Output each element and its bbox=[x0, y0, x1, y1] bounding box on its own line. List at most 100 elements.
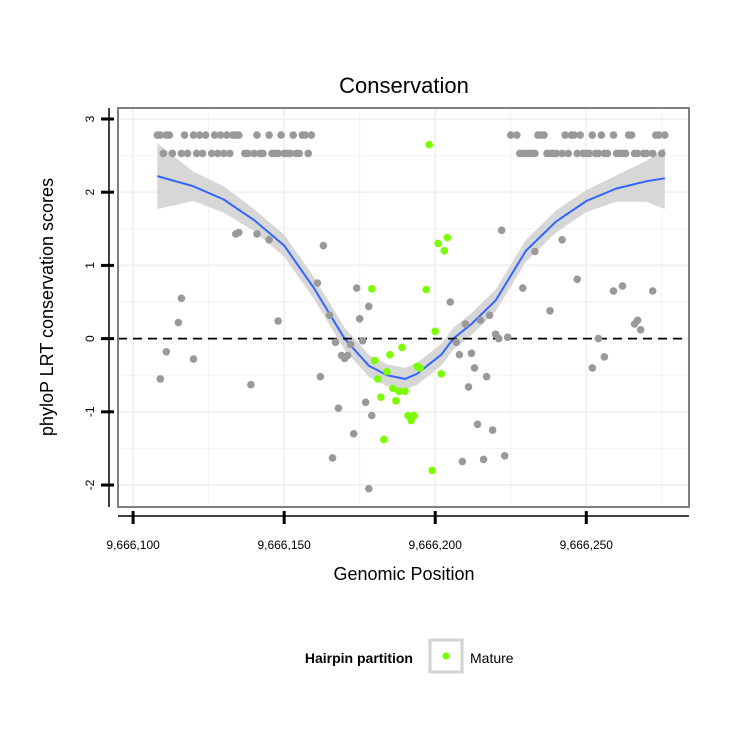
other-point bbox=[219, 149, 228, 158]
other-point bbox=[464, 383, 473, 391]
legend-title: Hairpin partition bbox=[305, 650, 413, 666]
mature-point bbox=[431, 327, 440, 336]
x-tick-label: 9,666,250 bbox=[560, 538, 614, 552]
other-point bbox=[210, 131, 219, 139]
other-point bbox=[519, 284, 527, 292]
other-point bbox=[265, 131, 273, 139]
points-layer bbox=[153, 131, 669, 493]
other-point bbox=[503, 333, 512, 342]
other-point bbox=[331, 338, 340, 347]
other-point bbox=[286, 149, 295, 158]
other-point bbox=[159, 149, 168, 158]
other-point bbox=[365, 302, 373, 311]
other-point bbox=[479, 455, 488, 464]
other-point bbox=[174, 318, 183, 327]
y-tick-label: 0 bbox=[83, 335, 97, 342]
other-point bbox=[603, 149, 612, 158]
y-tick-label: 2 bbox=[83, 189, 97, 196]
other-point bbox=[531, 247, 539, 256]
other-point bbox=[352, 284, 361, 292]
other-point bbox=[446, 298, 455, 306]
mature-point bbox=[401, 387, 409, 396]
other-point bbox=[573, 149, 581, 158]
other-point bbox=[226, 149, 234, 158]
other-point bbox=[473, 420, 482, 429]
other-point bbox=[325, 311, 334, 320]
other-point bbox=[461, 320, 470, 328]
other-point bbox=[609, 131, 618, 139]
x-axis-title: Genomic Position bbox=[333, 564, 474, 584]
other-point bbox=[627, 131, 636, 139]
other-point bbox=[597, 131, 606, 139]
other-point bbox=[207, 149, 216, 158]
other-point bbox=[648, 149, 657, 158]
other-point bbox=[307, 131, 316, 139]
other-point bbox=[253, 131, 261, 139]
other-point bbox=[576, 131, 584, 139]
other-point bbox=[162, 348, 171, 356]
mature-point bbox=[443, 233, 452, 242]
other-point bbox=[361, 398, 370, 407]
other-point bbox=[189, 355, 198, 363]
mature-point bbox=[368, 285, 376, 293]
other-point bbox=[485, 311, 494, 320]
other-point bbox=[618, 282, 627, 290]
mature-point bbox=[371, 356, 379, 365]
other-point bbox=[488, 426, 497, 434]
mature-point bbox=[392, 397, 400, 405]
other-point bbox=[476, 316, 485, 325]
x-axis: 9,666,100 9,666,150 9,666,200 9,666,250 bbox=[106, 511, 689, 552]
mature-point bbox=[410, 411, 418, 420]
mature-point bbox=[440, 247, 449, 255]
other-point bbox=[216, 131, 225, 139]
y-tick-label: 3 bbox=[83, 115, 97, 122]
mature-point bbox=[377, 393, 385, 402]
other-point bbox=[455, 350, 464, 359]
other-point bbox=[497, 226, 506, 235]
other-point bbox=[648, 287, 657, 295]
other-point bbox=[585, 149, 594, 158]
other-point bbox=[289, 131, 298, 139]
other-point bbox=[319, 241, 328, 250]
other-point bbox=[609, 287, 618, 295]
other-point bbox=[183, 149, 192, 158]
other-point bbox=[295, 149, 304, 158]
other-point bbox=[552, 149, 560, 158]
other-point bbox=[588, 131, 597, 139]
legend: Hairpin partition Mature bbox=[305, 638, 514, 674]
x-tick-label: 9,666,100 bbox=[106, 538, 160, 552]
other-point bbox=[558, 149, 566, 158]
other-point bbox=[223, 131, 231, 139]
other-point bbox=[500, 452, 509, 460]
mature-point bbox=[428, 466, 437, 475]
other-point bbox=[458, 457, 467, 466]
other-point bbox=[235, 228, 243, 237]
other-point bbox=[470, 364, 479, 372]
mature-point bbox=[425, 140, 434, 149]
other-point bbox=[253, 230, 261, 238]
other-point bbox=[513, 131, 521, 139]
other-point bbox=[355, 315, 364, 323]
mature-point bbox=[434, 239, 443, 248]
y-axis: -2 -1 0 1 2 3 bbox=[83, 108, 114, 507]
mature-point bbox=[422, 285, 431, 294]
other-point bbox=[247, 380, 255, 389]
other-point bbox=[274, 149, 282, 158]
other-point bbox=[621, 149, 630, 158]
legend-key-mature-dot bbox=[442, 652, 450, 660]
other-point bbox=[192, 149, 201, 158]
other-point bbox=[494, 334, 503, 343]
other-point bbox=[661, 131, 669, 139]
mature-point bbox=[386, 350, 394, 359]
other-point bbox=[482, 372, 491, 381]
other-point bbox=[265, 236, 273, 244]
other-point bbox=[540, 131, 548, 139]
mature-point bbox=[389, 384, 397, 393]
other-point bbox=[546, 307, 554, 315]
other-point bbox=[235, 131, 243, 139]
other-point bbox=[195, 131, 204, 139]
other-point bbox=[570, 131, 578, 139]
other-point bbox=[358, 337, 367, 345]
other-point bbox=[201, 131, 210, 139]
